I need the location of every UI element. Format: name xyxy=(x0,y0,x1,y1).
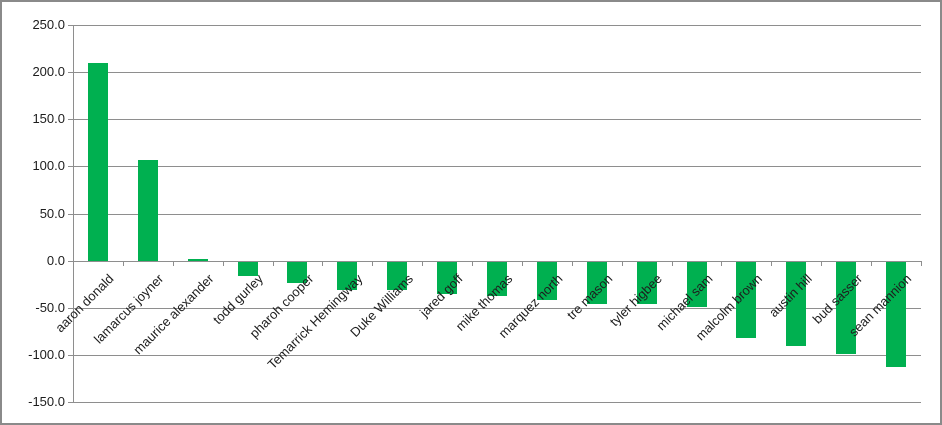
y-axis-tick xyxy=(68,354,73,356)
category-axis-tick xyxy=(272,260,274,266)
category-axis-tick xyxy=(721,260,723,266)
bar-malcolm-brown xyxy=(736,261,757,338)
gridline--150 xyxy=(73,402,921,403)
y-axis-line xyxy=(73,25,74,402)
x-axis-label-temarrick-hemingway: Temarrick Hemingway xyxy=(264,270,366,372)
y-axis-tick xyxy=(68,402,73,403)
gridline-100 xyxy=(73,166,921,168)
category-axis-tick xyxy=(571,260,573,266)
category-axis-tick xyxy=(372,260,374,266)
category-axis-tick xyxy=(771,260,773,266)
category-axis-tick xyxy=(172,260,174,266)
bar-jared-goff xyxy=(437,261,458,294)
category-axis-tick xyxy=(422,260,424,266)
y-axis-tick-label: 200.0 xyxy=(32,64,65,80)
category-axis-tick xyxy=(472,260,474,266)
bar-aaron-donald xyxy=(87,62,108,261)
y-axis-tick-label: -150.0 xyxy=(28,394,65,409)
bar-tre-mason xyxy=(586,261,607,305)
bar-tyler-higbee xyxy=(636,261,657,305)
y-axis-tick xyxy=(68,72,73,74)
category-axis-tick xyxy=(921,260,922,266)
y-axis-tick-label: 250.0 xyxy=(32,17,65,32)
y-axis-tick xyxy=(68,307,73,309)
category-axis-tick xyxy=(122,260,124,266)
y-axis-tick xyxy=(68,25,73,26)
bar-maurice-alexander xyxy=(187,258,208,261)
y-axis-tick-label: 100.0 xyxy=(32,158,65,174)
bar-lamarcus-joyner xyxy=(137,159,158,261)
category-axis-tick xyxy=(621,260,623,266)
bar-michael-sam xyxy=(686,261,707,307)
category-axis-tick xyxy=(871,260,873,266)
y-axis-tick xyxy=(68,119,73,121)
category-axis-tick xyxy=(322,260,324,266)
bar-sean-mannion xyxy=(886,261,907,368)
gridline--100 xyxy=(73,354,921,356)
bar-austin-hill xyxy=(786,261,807,346)
bar-pharoh-cooper xyxy=(287,261,308,284)
gridline-150 xyxy=(73,119,921,121)
bar-temarrick-hemingway xyxy=(337,261,358,290)
gridline-200 xyxy=(73,72,921,74)
gridline-250 xyxy=(73,25,921,26)
y-axis-tick-label: 50.0 xyxy=(39,205,65,221)
gridline-50 xyxy=(73,213,921,215)
y-axis-tick-label: 150.0 xyxy=(32,111,65,127)
bar-mike-thomas xyxy=(487,261,507,296)
gridline--50 xyxy=(73,307,921,309)
category-axis-tick xyxy=(671,260,673,266)
y-axis-tick xyxy=(68,213,73,215)
y-axis-tick-label: 0.0 xyxy=(46,252,65,268)
y-axis-tick-label: -100.0 xyxy=(28,346,65,362)
bar-todd-gurley xyxy=(237,261,258,276)
category-axis-tick xyxy=(821,260,823,266)
gridline-0 xyxy=(73,260,921,262)
category-axis-tick xyxy=(521,260,523,266)
bar-bud-sasser xyxy=(836,261,857,354)
y-axis-tick-label: -50.0 xyxy=(35,299,65,315)
bar-marquez-north xyxy=(536,261,557,301)
bar-duke-williams xyxy=(387,261,408,290)
y-axis-tick xyxy=(68,260,73,262)
category-axis-tick xyxy=(222,260,224,266)
y-axis-tick xyxy=(68,166,73,168)
